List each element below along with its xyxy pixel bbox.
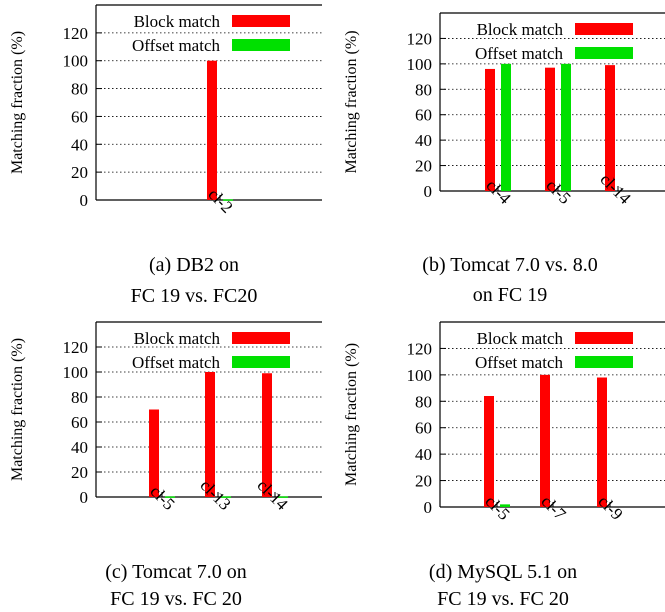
bar-block-cl-9 — [597, 377, 607, 507]
legend-swatch-block — [575, 332, 633, 344]
y-tick-label: 80 — [415, 80, 432, 99]
legend-label-offset: Offset match — [132, 353, 220, 372]
caption-line-1: (d) MySQL 5.1 on — [429, 561, 577, 583]
legend-swatch-offset — [232, 39, 290, 51]
bar-block-cl-7 — [540, 374, 550, 507]
y-tick-label: 60 — [71, 107, 88, 126]
bar-offset-cl-4 — [501, 63, 511, 191]
y-tick-label: 60 — [415, 419, 432, 438]
bar-block-cl-13 — [205, 372, 215, 497]
caption-line-2: on FC 19 — [473, 284, 547, 306]
caption-line-1: (c) Tomcat 7.0 on — [105, 561, 247, 583]
y-axis-label: Matching fraction (%) — [343, 30, 360, 173]
y-tick-label: 40 — [71, 438, 88, 457]
legend: Block match Offset match — [132, 12, 290, 55]
y-tick-label: 100 — [407, 55, 433, 74]
y-tick-label: 100 — [63, 363, 89, 382]
bar-block-cl-5 — [149, 409, 159, 497]
x-tick-label: cl-14 — [253, 476, 291, 514]
legend-label-block: Block match — [477, 20, 564, 39]
y-axis-label: Matching fraction (%) — [9, 31, 26, 174]
y-tick-label: 40 — [415, 445, 432, 464]
y-tick-label: 0 — [424, 498, 433, 517]
y-axis-label: Matching fraction (%) — [9, 338, 26, 481]
legend: Block match Offset match — [475, 329, 633, 372]
y-tick-label: 0 — [424, 182, 433, 201]
bar-block-cl-14 — [262, 373, 272, 497]
caption-line-2: FC 19 vs. FC 20 — [110, 588, 242, 610]
y-tick-label: 20 — [415, 472, 432, 491]
bar-offset-cl-5 — [165, 496, 175, 498]
y-tick-label: 80 — [71, 388, 88, 407]
y-tick-label: 0 — [80, 191, 89, 210]
y-tick-label: 60 — [415, 106, 432, 125]
bar-block-cl-5 — [545, 67, 555, 191]
legend-label-block: Block match — [477, 329, 564, 348]
legend-label-block: Block match — [134, 12, 221, 31]
y-tick-label: 60 — [71, 413, 88, 432]
legend-swatch-block — [232, 15, 290, 27]
caption-line-1: (a) DB2 on — [149, 254, 239, 276]
legend-label-offset: Offset match — [475, 44, 563, 63]
bar-offset-cl-5 — [561, 63, 571, 191]
bar-offset-cl-2 — [223, 199, 233, 201]
y-tick-label: 120 — [407, 339, 433, 358]
legend-swatch-block — [232, 332, 290, 344]
y-tick-label: 100 — [63, 52, 89, 71]
bar-offset-cl-14 — [278, 496, 288, 498]
y-tick-label: 40 — [415, 131, 432, 150]
legend-label-block: Block match — [134, 329, 221, 348]
legend-swatch-offset — [575, 47, 633, 59]
bar-block-cl-4 — [485, 68, 495, 191]
y-tick-label: 80 — [71, 80, 88, 99]
bar-block-cl-5 — [484, 396, 494, 507]
bar-offset-cl-5 — [500, 504, 510, 507]
caption-line-2: FC 19 vs. FC20 — [131, 285, 258, 307]
y-tick-label: 120 — [63, 338, 89, 357]
y-tick-label: 40 — [71, 135, 88, 154]
y-tick-label: 100 — [407, 366, 433, 385]
y-tick-label: 120 — [407, 29, 433, 48]
legend-swatch-offset — [232, 356, 290, 368]
y-tick-label: 20 — [71, 163, 88, 182]
legend-swatch-offset — [575, 356, 633, 368]
x-tick-label: cl-14 — [596, 170, 634, 208]
legend-label-offset: Offset match — [475, 353, 563, 372]
caption-line-1: (b) Tomcat 7.0 vs. 8.0 — [422, 254, 597, 276]
legend-label-offset: Offset match — [132, 36, 220, 55]
legend-swatch-block — [575, 23, 633, 35]
legend: Block match Offset match — [475, 20, 633, 63]
x-tick-label: cl-13 — [196, 476, 234, 514]
caption-line-2: FC 19 vs. FC 20 — [437, 588, 569, 610]
bar-block-cl-2 — [207, 60, 217, 200]
bar-offset-cl-13 — [221, 496, 231, 498]
bar-block-cl-14 — [605, 65, 615, 191]
y-tick-label: 20 — [415, 157, 432, 176]
y-tick-label: 20 — [71, 463, 88, 482]
y-axis-label: Matching fraction (%) — [343, 343, 360, 486]
y-tick-label: 120 — [63, 24, 89, 43]
y-tick-label: 0 — [80, 488, 89, 507]
legend: Block match Offset match — [132, 329, 290, 372]
y-tick-label: 80 — [415, 392, 432, 411]
